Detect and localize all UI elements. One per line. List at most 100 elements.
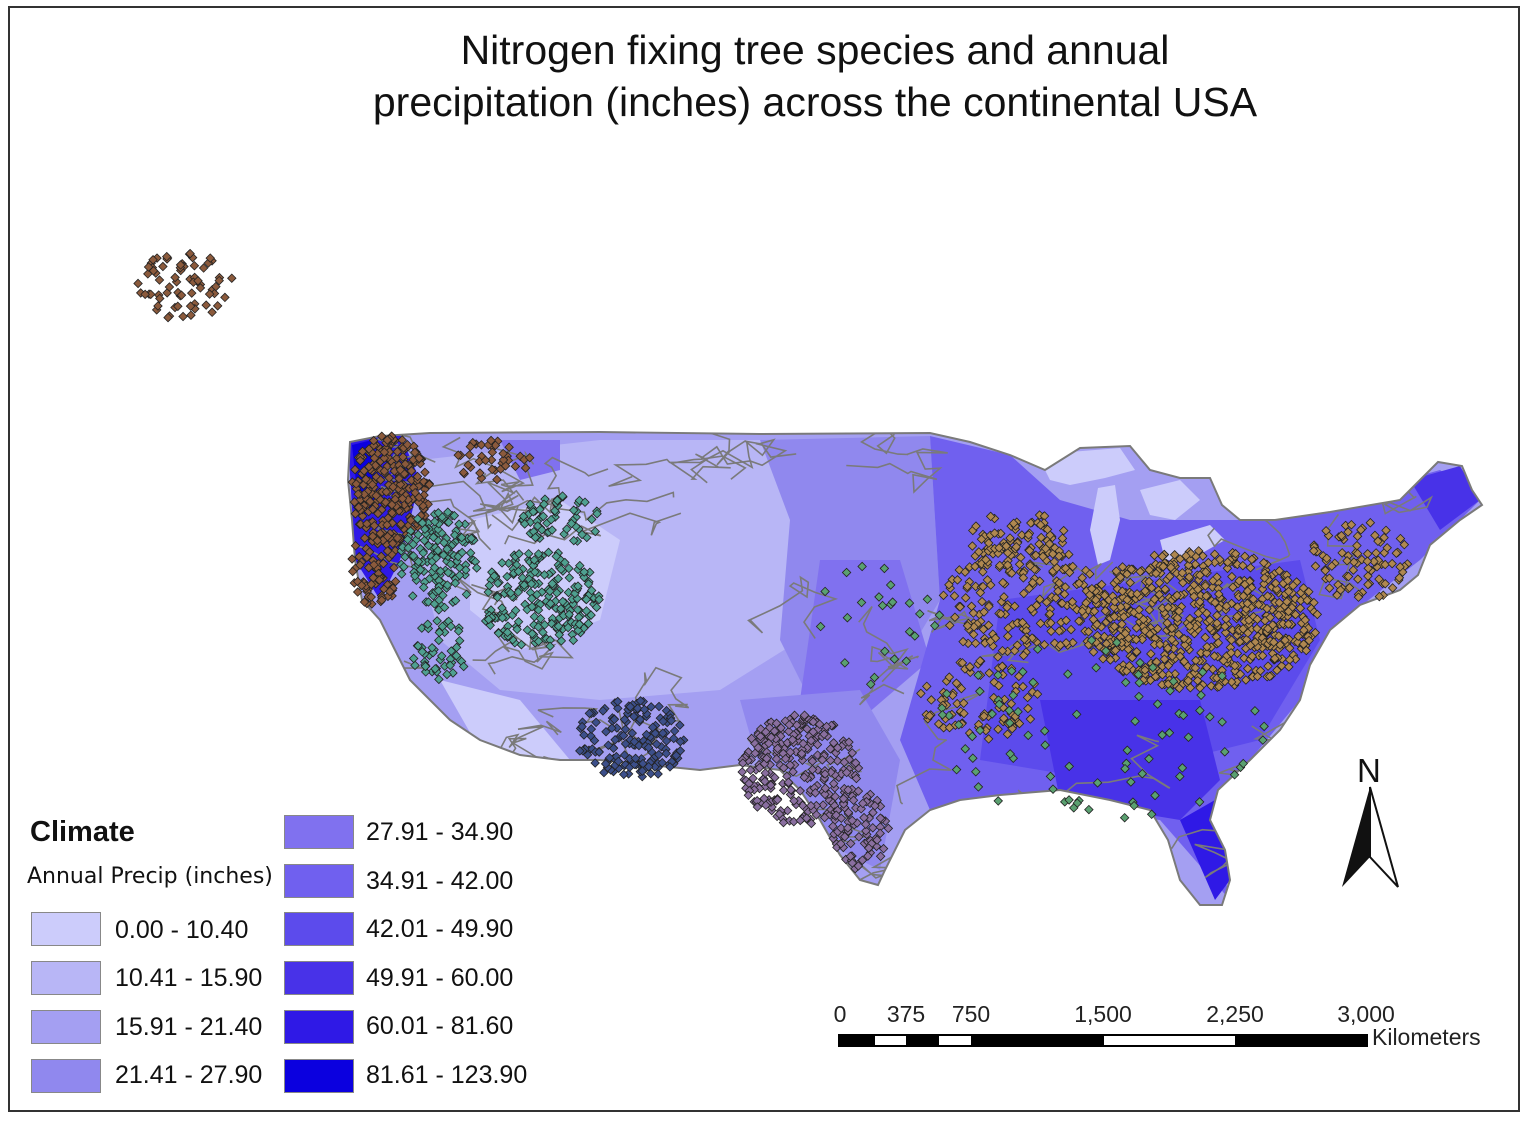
occurrence-point-east bbox=[1087, 583, 1097, 594]
occurrence-point-scattered bbox=[971, 766, 981, 777]
occurrence-point-basin bbox=[454, 519, 464, 529]
occurrence-point-east bbox=[1059, 589, 1070, 599]
occurrence-point-pnw bbox=[364, 461, 374, 472]
occurrence-point-nw-island bbox=[176, 290, 187, 300]
scale-bar bbox=[838, 1034, 1368, 1047]
occurrence-point-scattered bbox=[1084, 804, 1094, 815]
occurrence-point-scattered bbox=[1039, 726, 1050, 736]
occurrence-point-scattered bbox=[1178, 710, 1189, 721]
occurrence-point-east bbox=[1274, 631, 1284, 641]
occurrence-point-texas bbox=[828, 833, 839, 844]
occurrence-point-pnw bbox=[414, 453, 424, 464]
occurrence-point-scattered bbox=[1068, 803, 1079, 813]
occurrence-point-east bbox=[994, 543, 1004, 553]
occurrence-point-basin bbox=[586, 610, 596, 620]
occurrence-point-texas bbox=[780, 754, 791, 764]
occurrence-point-basin bbox=[430, 516, 440, 527]
occurrence-point-east bbox=[1238, 591, 1249, 601]
occurrence-point-east bbox=[970, 581, 981, 592]
occurrence-point-southwest bbox=[618, 730, 629, 741]
occurrence-point-basin bbox=[436, 651, 447, 661]
occurrence-point-texas bbox=[836, 823, 846, 833]
occurrence-point-east bbox=[983, 620, 994, 631]
occurrence-point-basin bbox=[427, 643, 437, 653]
occurrence-point-pnw bbox=[359, 466, 369, 476]
occurrence-point-texas bbox=[799, 710, 810, 720]
occurrence-point-southwest bbox=[613, 756, 624, 767]
occurrence-point-scattered bbox=[1018, 667, 1028, 677]
occurrence-point-basin bbox=[457, 547, 467, 558]
occurrence-point-basin bbox=[513, 616, 524, 627]
occurrence-point-basin bbox=[564, 609, 574, 620]
occurrence-point-basin bbox=[456, 532, 467, 543]
occurrence-point-east bbox=[1174, 683, 1185, 694]
occurrence-point-east bbox=[1005, 533, 1015, 543]
occurrence-point-east bbox=[1157, 551, 1168, 562]
occurrence-point-east bbox=[1175, 651, 1185, 662]
occurrence-point-pnw bbox=[367, 504, 378, 515]
occurrence-point-scattered bbox=[915, 609, 925, 619]
species-occurrence-points bbox=[133, 248, 1413, 874]
occurrence-point-east bbox=[1259, 557, 1269, 568]
occurrence-point-east bbox=[1034, 539, 1044, 549]
occurrence-point-southwest bbox=[610, 734, 620, 745]
occurrence-point-nw-island bbox=[189, 260, 200, 271]
occurrence-point-east bbox=[956, 683, 967, 694]
occurrence-point-scattered bbox=[1164, 728, 1175, 738]
scale-tick-3000: 3,000 bbox=[1337, 1001, 1395, 1027]
occurrence-point-pnw bbox=[398, 452, 408, 462]
occurrence-point-basin bbox=[560, 557, 570, 568]
occurrence-point-southwest bbox=[598, 706, 608, 716]
occurrence-point-east bbox=[1267, 620, 1278, 630]
occurrence-point-basin bbox=[419, 535, 430, 546]
occurrence-point-scattered bbox=[1120, 677, 1131, 688]
occurrence-point-scattered bbox=[1194, 797, 1205, 807]
occurrence-point-nw-island bbox=[195, 283, 206, 293]
occurrence-point-east bbox=[1365, 517, 1376, 528]
occurrence-point-basin bbox=[396, 569, 407, 579]
boundary-line bbox=[747, 575, 839, 639]
occurrence-point-basin bbox=[586, 514, 597, 525]
occurrence-point-basin bbox=[510, 605, 521, 616]
occurrence-point-scattered bbox=[922, 594, 933, 605]
occurrence-point-scattered bbox=[1134, 691, 1144, 702]
occurrence-point-east bbox=[1151, 568, 1161, 579]
occurrence-point-basin bbox=[442, 669, 452, 680]
occurrence-point-east bbox=[1047, 549, 1058, 559]
occurrence-point-pnw bbox=[369, 520, 380, 531]
occurrence-point-basin bbox=[545, 598, 556, 609]
occurrence-point-east bbox=[975, 656, 985, 666]
occurrence-point-scattered bbox=[1126, 777, 1136, 787]
occurrence-point-pnw bbox=[382, 520, 392, 530]
occurrence-point-texas bbox=[782, 805, 793, 816]
occurrence-point-basin bbox=[413, 641, 423, 651]
occurrence-point-basin bbox=[556, 604, 566, 614]
occurrence-point-basin bbox=[545, 586, 555, 597]
occurrence-point-basin bbox=[579, 572, 589, 583]
occurrence-point-east bbox=[1271, 584, 1282, 594]
occurrence-point-east bbox=[1369, 556, 1379, 567]
occurrence-point-east bbox=[960, 567, 970, 577]
occurrence-point-scattered bbox=[1197, 667, 1208, 677]
occurrence-point-east bbox=[965, 661, 975, 672]
occurrence-point-east bbox=[1110, 645, 1121, 656]
occurrence-point-east bbox=[1045, 609, 1055, 619]
occurrence-point-east bbox=[1140, 626, 1150, 636]
occurrence-point-scattered bbox=[1133, 669, 1144, 680]
occurrence-point-east bbox=[1032, 689, 1043, 699]
occurrence-point-southwest bbox=[577, 721, 587, 732]
occurrence-point-texas bbox=[785, 760, 796, 770]
occurrence-point-east bbox=[981, 554, 991, 565]
occurrence-point-east bbox=[1036, 532, 1046, 543]
occurrence-point-pnw bbox=[382, 435, 393, 445]
occurrence-point-east bbox=[1218, 655, 1229, 666]
occurrence-point-east bbox=[1008, 518, 1019, 529]
occurrence-point-basin bbox=[433, 508, 444, 518]
occurrence-point-east bbox=[1263, 623, 1273, 634]
occurrence-point-basin bbox=[418, 548, 429, 558]
occurrence-point-east bbox=[1213, 589, 1224, 599]
occurrence-point-east bbox=[1152, 623, 1163, 634]
occurrence-point-east bbox=[1276, 661, 1287, 671]
occurrence-point-scattered bbox=[1177, 763, 1188, 773]
